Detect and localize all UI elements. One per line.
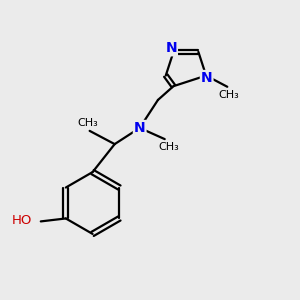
- Text: CH₃: CH₃: [78, 118, 98, 128]
- Text: CH₃: CH₃: [158, 142, 178, 152]
- Text: HO: HO: [12, 214, 32, 227]
- Text: N: N: [165, 41, 177, 55]
- Text: N: N: [201, 71, 212, 85]
- Text: CH₃: CH₃: [218, 90, 239, 100]
- Text: N: N: [134, 121, 146, 135]
